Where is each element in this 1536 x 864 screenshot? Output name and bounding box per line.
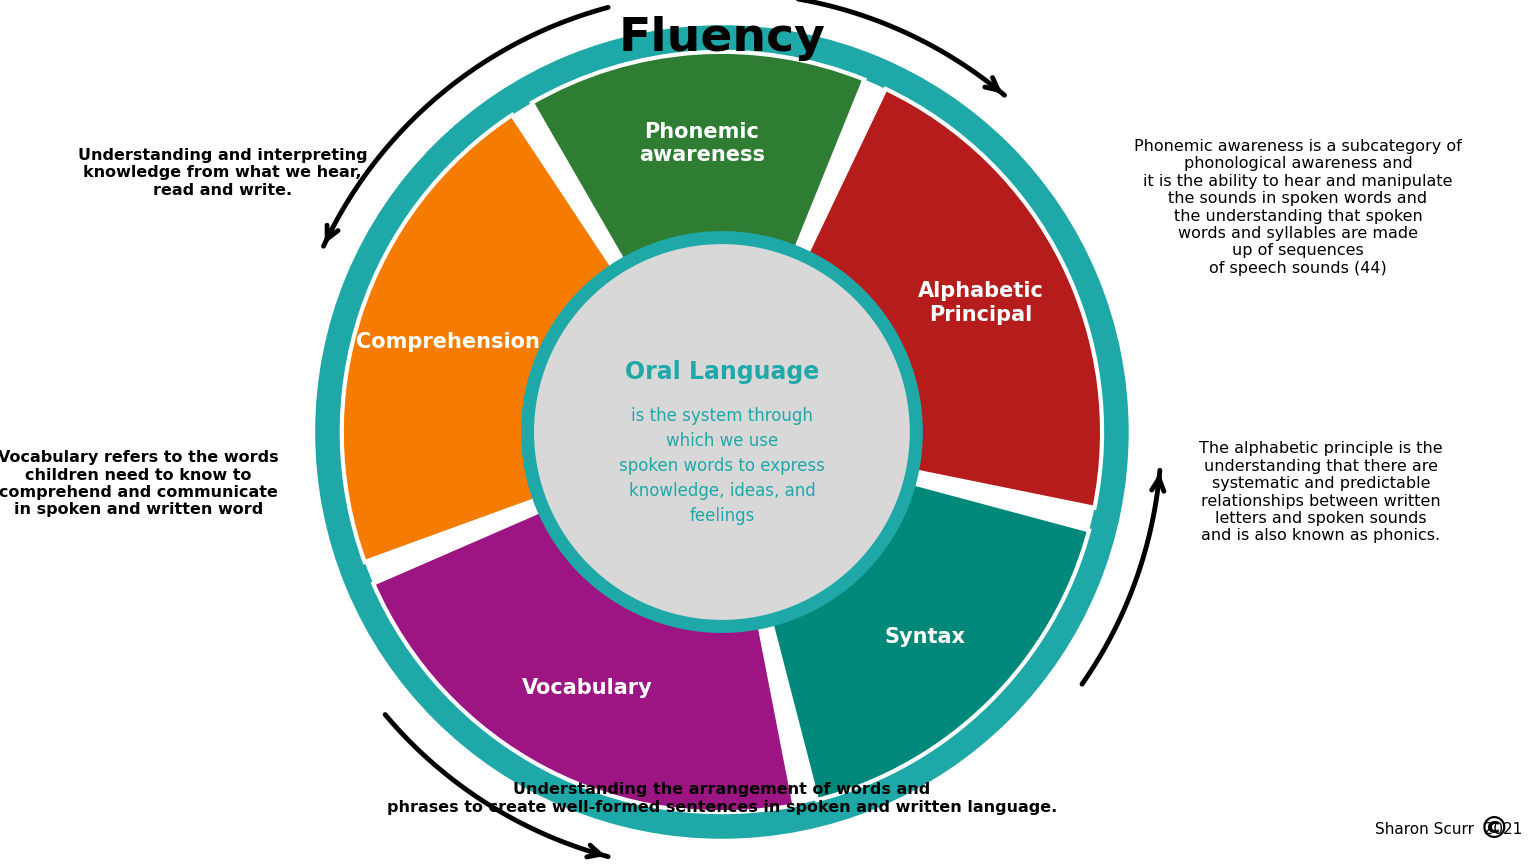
Text: Sharon Scurr  2021: Sharon Scurr 2021 <box>1375 822 1522 837</box>
Wedge shape <box>771 483 1089 800</box>
Text: The alphabetic principle is the
understanding that there are
systematic and pred: The alphabetic principle is the understa… <box>1200 442 1442 543</box>
Text: Alphabetic
Principal: Alphabetic Principal <box>917 282 1043 325</box>
Wedge shape <box>806 89 1101 508</box>
Wedge shape <box>315 25 1129 839</box>
Text: Syntax: Syntax <box>885 627 966 647</box>
Text: Understanding the arrangement of words and
phrases to create well-formed sentenc: Understanding the arrangement of words a… <box>387 782 1057 815</box>
Text: Vocabulary refers to the words
children need to know to
comprehend and communica: Vocabulary refers to the words children … <box>0 450 278 518</box>
Wedge shape <box>315 25 1129 839</box>
Text: Understanding and interpreting
knowledge from what we hear,
read and write.: Understanding and interpreting knowledge… <box>78 148 367 198</box>
Wedge shape <box>343 115 613 562</box>
Text: Oral Language: Oral Language <box>625 360 819 384</box>
Text: Vocabulary: Vocabulary <box>522 677 653 698</box>
Wedge shape <box>531 52 865 261</box>
Text: Phonemic awareness is a subcategory of
phonological awareness and
it is the abil: Phonemic awareness is a subcategory of p… <box>1134 139 1462 276</box>
Wedge shape <box>521 231 923 633</box>
Text: Phonemic
awareness: Phonemic awareness <box>639 122 765 165</box>
Text: Fluency: Fluency <box>619 16 825 61</box>
Text: ©: © <box>1479 815 1510 844</box>
Text: is the system through
which we use
spoken words to express
knowledge, ideas, and: is the system through which we use spoke… <box>619 407 825 524</box>
Wedge shape <box>373 511 794 812</box>
Circle shape <box>535 245 909 619</box>
Text: Comprehension: Comprehension <box>356 332 539 352</box>
